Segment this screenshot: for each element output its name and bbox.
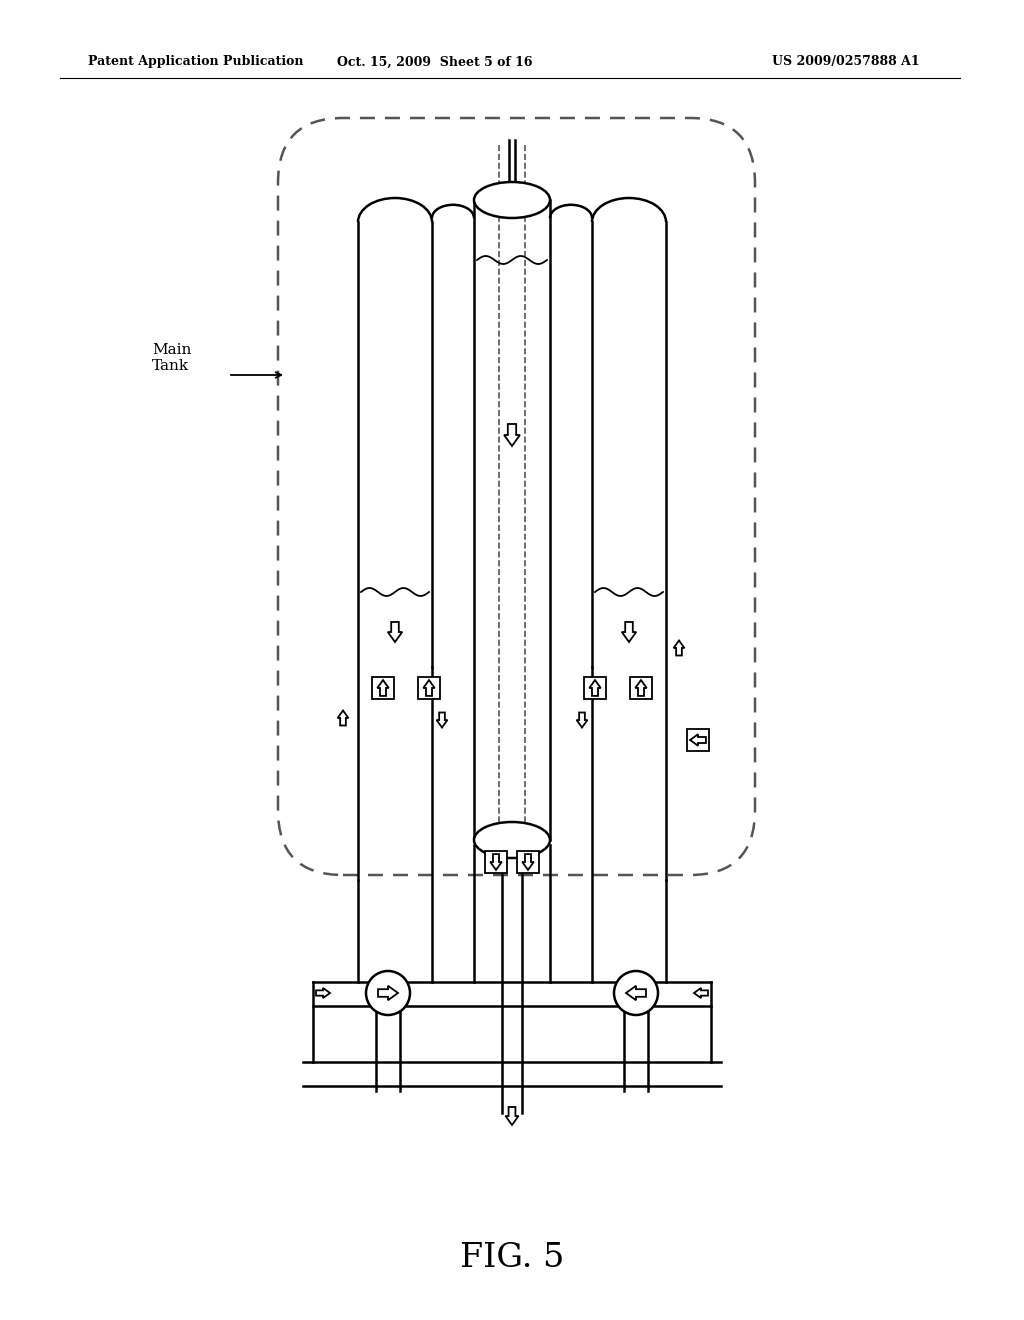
Bar [517,851,539,873]
Bar [372,677,394,700]
Text: Oct. 15, 2009  Sheet 5 of 16: Oct. 15, 2009 Sheet 5 of 16 [337,55,532,69]
Ellipse shape [474,182,550,218]
Text: Main
Tank: Main Tank [152,343,191,374]
Text: FIG. 5: FIG. 5 [460,1242,564,1274]
Circle shape [614,972,658,1015]
Text: US 2009/0257888 A1: US 2009/0257888 A1 [772,55,920,69]
Bar [687,729,709,751]
Text: Patent Application Publication: Patent Application Publication [88,55,303,69]
Bar [584,677,606,700]
Circle shape [366,972,410,1015]
Ellipse shape [474,822,550,858]
Bar [485,851,507,873]
Bar [418,677,440,700]
Bar [630,677,652,700]
